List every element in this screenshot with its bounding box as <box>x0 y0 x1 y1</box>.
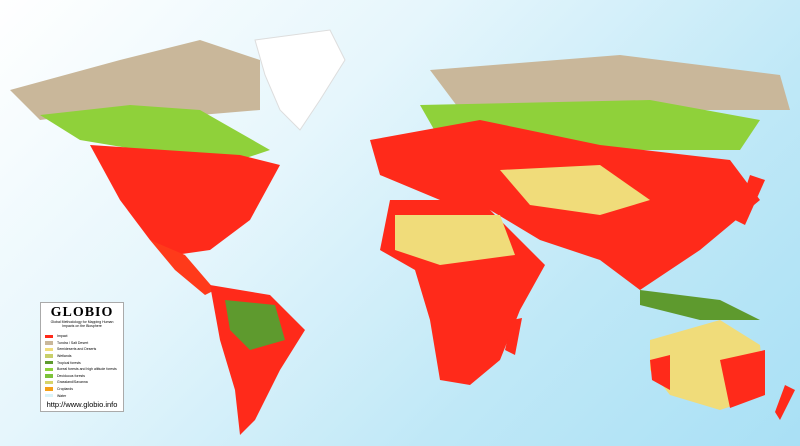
legend-item: Boreal forests and high altitude forests <box>45 366 119 373</box>
legend-item: Semideserts and Deserts <box>45 346 119 353</box>
legend-subtitle: Global Methodology for Mapping Human Imp… <box>50 320 114 328</box>
legend-swatch <box>45 380 53 385</box>
north-america-impact <box>90 145 280 255</box>
new-zealand <box>775 385 795 420</box>
australia-impact <box>650 350 765 408</box>
legend-label: Wetlands <box>57 354 72 359</box>
greenland <box>254 29 346 131</box>
legend-item: Grassland/Savanna <box>45 379 119 386</box>
legend-label: Croplands <box>57 387 73 392</box>
indonesia <box>640 290 760 320</box>
legend-swatch <box>45 354 53 358</box>
legend-swatch <box>45 393 53 398</box>
legend-label: Tropical forests <box>57 360 81 365</box>
north-america-tundra <box>10 40 260 120</box>
legend-item: Water <box>45 392 119 399</box>
japan <box>735 175 765 225</box>
legend-swatch <box>45 334 53 339</box>
central-asia-desert <box>500 165 650 215</box>
globio-url-link[interactable]: http://www.globio.info <box>46 400 118 409</box>
legend-item: Croplands <box>45 386 119 393</box>
legend-label: Deciduous forests <box>57 373 86 378</box>
madagascar <box>505 318 522 355</box>
globio-logo: GLOBIO <box>50 305 114 320</box>
legend-item: Deciduous forests <box>45 373 119 380</box>
legend-label: Tundra / Salt Desert <box>57 340 89 345</box>
legend-swatch <box>45 374 53 378</box>
legend-label: Grassland/Savanna <box>57 380 88 385</box>
legend-swatch <box>45 387 53 391</box>
legend-swatch <box>45 367 53 372</box>
sahara <box>395 215 515 265</box>
map-legend: GLOBIO Global Methodology for Mapping Hu… <box>40 302 124 412</box>
legend-item: Tropical forests <box>45 359 119 366</box>
legend-label: Semideserts and Deserts <box>57 347 97 352</box>
legend-item: Wetlands <box>45 353 119 360</box>
legend-label: Impact <box>57 334 68 339</box>
legend-label: Water <box>57 393 67 398</box>
amazon <box>225 300 285 350</box>
central-america <box>150 240 215 295</box>
eurasia-tundra <box>430 55 790 110</box>
legend-item: Tundra / Salt Desert <box>45 340 119 347</box>
legend-swatch <box>45 347 53 352</box>
legend-item: Impact <box>45 333 119 340</box>
legend-label: Boreal forests and high altitude forests <box>57 367 117 372</box>
legend-swatch <box>45 341 53 345</box>
north-america-boreal <box>40 105 270 160</box>
legend-swatch <box>45 360 53 365</box>
